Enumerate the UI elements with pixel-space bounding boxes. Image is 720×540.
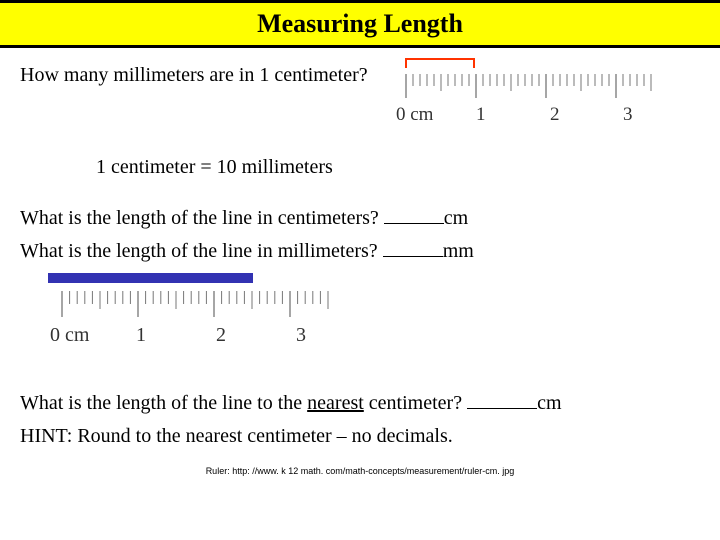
question-1-row: How many millimeters are in 1 centimeter… <box>20 58 700 138</box>
title-bar: Measuring Length <box>0 0 720 48</box>
ruler-bottom: 0 cm 1 2 3 <box>40 273 360 368</box>
page-title: Measuring Length <box>0 9 720 39</box>
blank-cm <box>384 210 444 224</box>
footer-source: Ruler: http: //www. k 12 math. com/math-… <box>20 466 700 476</box>
question-3: What is the length of the line in millim… <box>20 240 700 263</box>
question-3-prefix: What is the length of the line in millim… <box>20 240 383 262</box>
svg-text:3: 3 <box>623 104 633 125</box>
question-4-prefix: What is the length of the line to the <box>20 392 307 414</box>
blue-measure-line <box>48 273 253 283</box>
question-4-unit: cm <box>537 392 561 414</box>
question-2: What is the length of the line in centim… <box>20 207 700 230</box>
svg-text:0 cm: 0 cm <box>396 104 434 125</box>
svg-text:2: 2 <box>216 324 226 346</box>
question-4-suffix: centimeter? <box>364 392 467 414</box>
svg-text:0 cm: 0 cm <box>50 324 90 346</box>
red-bracket <box>405 58 475 68</box>
question-2-unit: cm <box>444 207 468 229</box>
ruler-top: 0 cm 1 2 3 <box>388 58 688 138</box>
hint-text: HINT: Round to the nearest centimeter – … <box>20 425 700 448</box>
question-1-text: How many millimeters are in 1 centimeter… <box>20 58 368 87</box>
blank-mm <box>383 243 443 257</box>
svg-text:1: 1 <box>476 104 486 125</box>
question-4: What is the length of the line to the ne… <box>20 392 700 415</box>
svg-text:2: 2 <box>550 104 560 125</box>
ruler-top-svg: 0 cm 1 2 3 <box>388 58 688 138</box>
content-area: How many millimeters are in 1 centimeter… <box>0 48 720 476</box>
question-4-nearest: nearest <box>307 392 364 414</box>
blank-nearest-cm <box>467 395 537 409</box>
question-3-unit: mm <box>443 240 474 262</box>
ruler-bottom-svg: 0 cm 1 2 3 <box>40 285 360 380</box>
svg-text:1: 1 <box>136 324 146 346</box>
svg-text:3: 3 <box>296 324 306 346</box>
equation-text: 1 centimeter = 10 millimeters <box>96 156 700 179</box>
question-2-prefix: What is the length of the line in centim… <box>20 207 384 229</box>
